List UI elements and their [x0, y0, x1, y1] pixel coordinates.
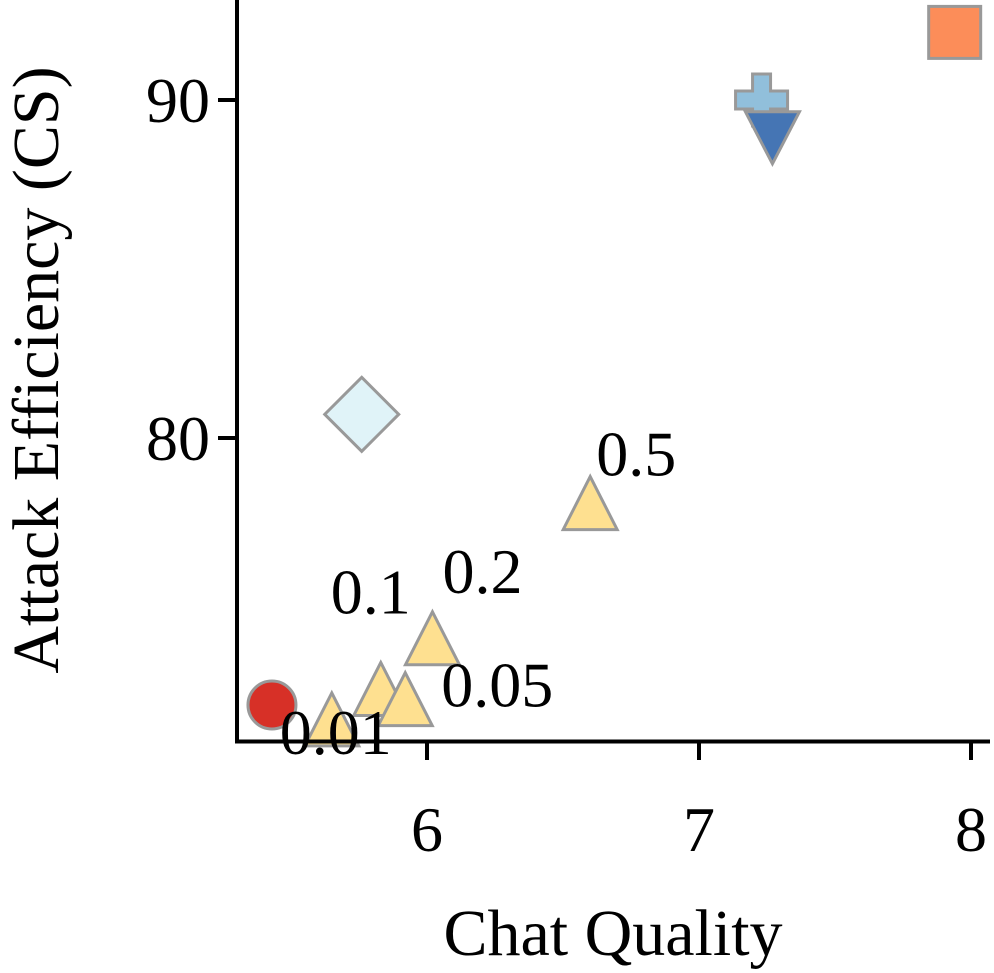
y-tick-label: 90: [146, 65, 210, 136]
y-axis-ticks: 80 90: [146, 65, 237, 474]
square-marker: [927, 4, 983, 60]
point-annotation: 0.2: [442, 536, 522, 607]
triangle-up-marker: [560, 473, 620, 532]
point-annotation: 0.1: [331, 557, 411, 628]
data-points: [246, 4, 983, 748]
circle-marker: [246, 679, 298, 731]
y-axis-label: Attack Efficiency (CS): [0, 66, 73, 673]
data-point-labels: 0.01 0.1 0.05 0.2 0.5: [280, 419, 676, 768]
diamond-marker: [322, 375, 401, 454]
point-annotation: 0.5: [596, 419, 676, 490]
triangle-up-marker: [302, 689, 362, 748]
x-axis-ticks: 6 7 8: [411, 741, 987, 865]
x-tick-label: 6: [411, 794, 443, 865]
point-annotation: 0.01: [280, 697, 392, 768]
x-tick-label: 7: [683, 794, 715, 865]
point-annotation: 0.05: [441, 650, 553, 721]
triangle-up-marker: [402, 608, 462, 667]
triangle-up-marker: [375, 669, 435, 728]
x-axis-label: Chat Quality: [443, 897, 782, 970]
triangle-down-marker: [742, 110, 802, 168]
y-tick-label: 80: [146, 403, 210, 474]
x-tick-label: 8: [955, 794, 987, 865]
